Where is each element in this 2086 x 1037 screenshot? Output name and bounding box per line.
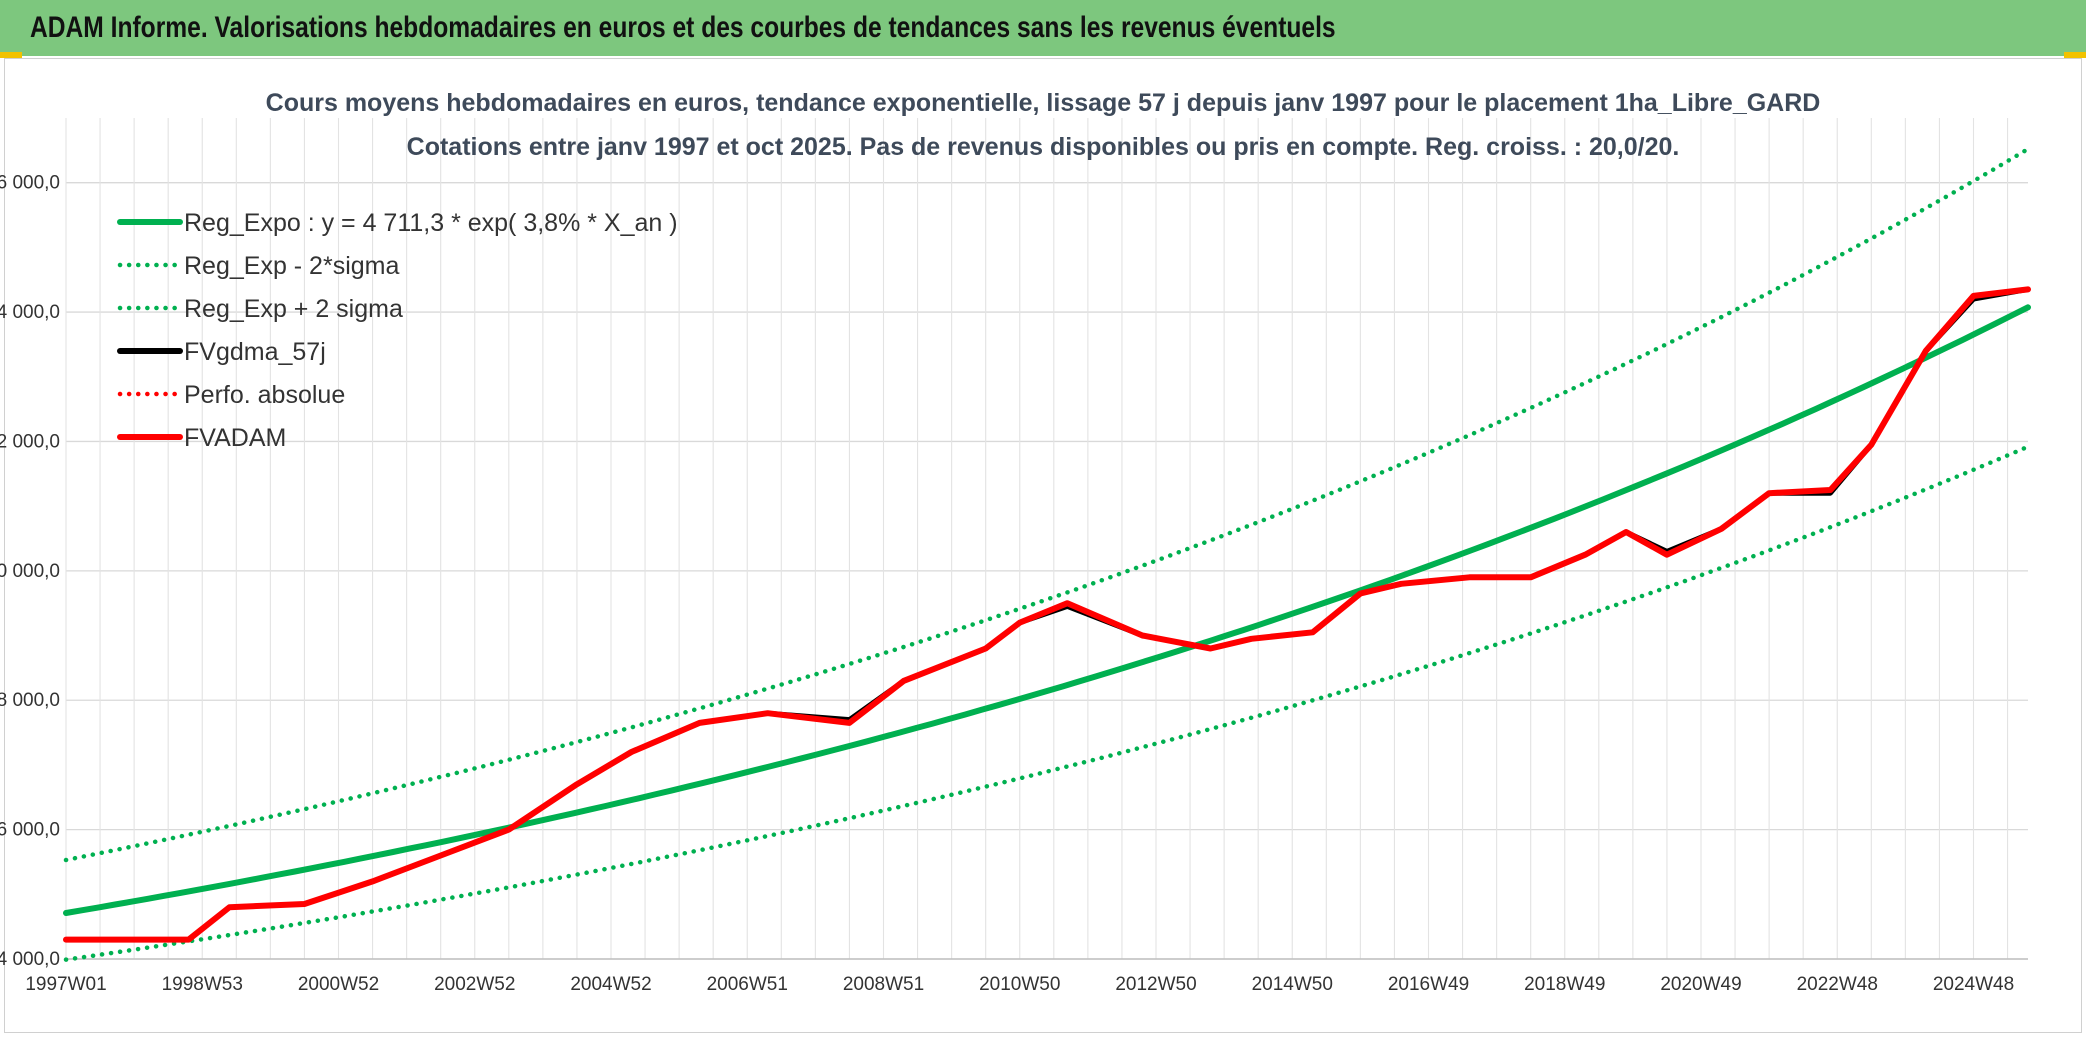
series-reg-exp-2-sigma — [63, 146, 2031, 863]
series-fvadam — [63, 286, 2031, 943]
corner-marker-left — [0, 52, 22, 58]
y-tick-label: 6 000,0 — [0, 820, 60, 841]
legend-label: Reg_Exp + 2 sigma — [184, 295, 403, 323]
x-tick-label: 2020W49 — [1660, 974, 1741, 995]
y-tick-label: 14 000,0 — [0, 302, 60, 323]
x-tick-label: 1997W01 — [25, 974, 106, 995]
legend-label: Reg_Expo : y = 4 711,3 * exp( 3,8% * X_a… — [184, 209, 678, 237]
x-axis: 1997W01 1998W53 2000W52 2002W52 2004W52 2006W… — [25, 974, 2014, 995]
legend-label: Reg_Exp - 2*sigma — [184, 252, 399, 280]
x-tick-label: 2000W52 — [298, 974, 379, 995]
legend-label: Perfo. absolue — [184, 381, 345, 409]
x-tick-label: 2006W51 — [707, 974, 788, 995]
series-reg-exp-2-sigma — [63, 444, 2031, 962]
x-tick-label: 2008W51 — [843, 974, 924, 995]
x-tick-label: 2010W50 — [979, 974, 1060, 995]
report-banner: ADAM Informe. Valorisations hebdomadaire… — [0, 0, 2086, 56]
legend: Reg_Expo : y = 4 711,3 * exp( 3,8% * X_a… — [117, 209, 678, 452]
series-group — [63, 146, 2031, 962]
y-tick-label: 8 000,0 — [0, 690, 60, 711]
x-tick-label: 2024W48 — [1933, 974, 2014, 995]
chart-title-line1: Cours moyens hebdomadaires en euros, ten… — [266, 89, 1821, 117]
y-tick-label: 16 000,0 — [0, 173, 60, 194]
grid-lines — [65, 118, 2028, 960]
x-tick-label: 2022W48 — [1797, 974, 1878, 995]
chart-title-line2: Cotations entre janv 1997 et oct 2025. P… — [407, 133, 1680, 161]
x-tick-label: 2002W52 — [434, 974, 515, 995]
y-tick-label: 4 000,0 — [0, 949, 60, 970]
series-reg-expo — [63, 304, 2031, 916]
x-tick-label: 2014W50 — [1252, 974, 1333, 995]
report-title: ADAM Informe. Valorisations hebdomadaire… — [30, 11, 1336, 44]
legend-label: FVgdma_57j — [184, 338, 326, 366]
y-axis: 4 000,0 6 000,0 8 000,0 10 000,0 12 000,0 14 … — [0, 173, 60, 970]
chart-frame — [4, 58, 2082, 1033]
x-tick-label: 2016W49 — [1388, 974, 1469, 995]
y-tick-label: 10 000,0 — [0, 561, 60, 582]
y-tick-label: 12 000,0 — [0, 431, 60, 452]
legend-label: FVADAM — [184, 424, 286, 452]
x-tick-label: 2012W50 — [1115, 974, 1196, 995]
x-tick-label: 2004W52 — [570, 974, 651, 995]
corner-marker-right — [2064, 52, 2086, 58]
x-tick-label: 2018W49 — [1524, 974, 1605, 995]
x-tick-label: 1998W53 — [162, 974, 243, 995]
